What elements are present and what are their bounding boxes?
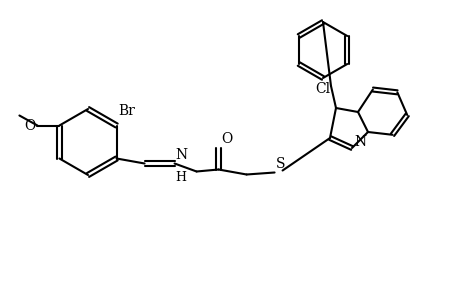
- Text: N: N: [353, 135, 365, 149]
- Text: O: O: [221, 131, 232, 146]
- Text: H: H: [175, 170, 186, 184]
- Text: N: N: [175, 148, 187, 161]
- Text: Cl: Cl: [315, 82, 330, 96]
- Text: S: S: [275, 157, 285, 170]
- Text: O: O: [24, 118, 35, 133]
- Text: Br: Br: [118, 103, 135, 118]
